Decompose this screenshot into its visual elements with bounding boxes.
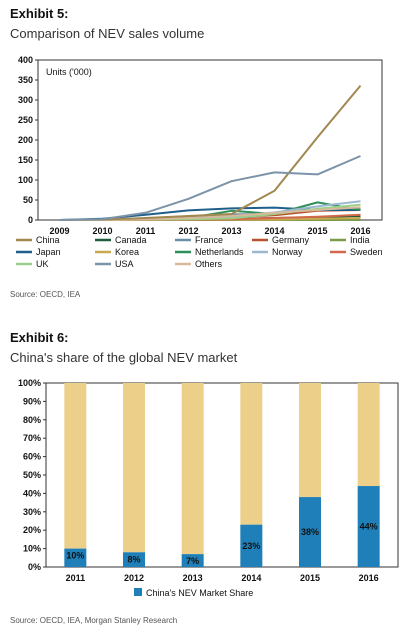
exhibit5-label: Exhibit 5: xyxy=(10,6,69,21)
bar-remainder xyxy=(181,383,204,555)
exhibit5-title: Comparison of NEV sales volume xyxy=(10,26,205,41)
data-label: 10% xyxy=(66,551,84,561)
legend-label-china: China xyxy=(36,235,60,245)
legend-label-sweden: Sweden xyxy=(350,247,383,257)
x-tick-label: 2014 xyxy=(264,226,284,236)
x-tick-label: 2009 xyxy=(49,226,69,236)
y-tick-label: 30% xyxy=(23,507,41,517)
y-tick-label: 250 xyxy=(18,115,33,125)
y-tick-label: 50 xyxy=(23,195,33,205)
legend-label-france: France xyxy=(195,235,223,245)
bar-china-share xyxy=(299,497,321,567)
x-tick-label: 2016 xyxy=(350,226,370,236)
legend-label-japan: Japan xyxy=(36,247,61,257)
y-tick-label: 150 xyxy=(18,155,33,165)
series-line-usa xyxy=(59,155,361,221)
data-label: 44% xyxy=(360,522,378,532)
x-tick-label: 2011 xyxy=(66,573,86,583)
legend-label-others: Others xyxy=(195,259,223,269)
bar-china-share xyxy=(123,552,145,567)
legend-label-uk: UK xyxy=(36,259,49,269)
y-tick-label: 50% xyxy=(23,470,41,480)
data-label: 8% xyxy=(127,554,140,564)
bar-remainder xyxy=(123,383,145,553)
exhibit6-source: Source: OECD, IEA, Morgan Stanley Resear… xyxy=(10,616,178,625)
bar-remainder xyxy=(64,383,87,549)
y-tick-label: 0% xyxy=(28,562,41,572)
y-tick-label: 300 xyxy=(18,95,33,105)
legend-label-china-share: China's NEV Market Share xyxy=(146,588,253,598)
legend-label-germany: Germany xyxy=(272,235,310,245)
y-tick-label: 60% xyxy=(23,452,41,462)
y-tick-label: 100 xyxy=(18,175,33,185)
y-tick-label: 350 xyxy=(18,75,33,85)
units-annotation: Units ('000) xyxy=(46,67,92,77)
legend-label-korea: Korea xyxy=(115,247,139,257)
bar-china-share xyxy=(357,486,380,567)
bar-remainder xyxy=(299,383,321,498)
y-tick-label: 70% xyxy=(23,433,41,443)
legend-label-usa: USA xyxy=(115,259,134,269)
x-tick-label: 2012 xyxy=(178,226,198,236)
y-tick-label: 40% xyxy=(23,488,41,498)
legend-swatch-china-share xyxy=(134,588,142,596)
bar-remainder xyxy=(240,383,263,525)
y-tick-label: 400 xyxy=(18,55,33,65)
bar-chart: 0% 10% 20% 30% 40% 50% 60% 70% 80% 90% 100% 10% 2011… xyxy=(18,378,399,598)
y-tick-label: 20% xyxy=(23,525,41,535)
y-tick-label: 90% xyxy=(23,396,41,406)
y-tick-label: 100% xyxy=(18,378,41,388)
data-label: 38% xyxy=(301,527,319,537)
x-tick-label: 2012 xyxy=(124,573,144,583)
x-tick-label: 2014 xyxy=(241,573,261,583)
bar-china-share xyxy=(181,554,204,567)
x-tick-label: 2015 xyxy=(307,226,327,236)
x-tick-label: 2010 xyxy=(92,226,112,236)
data-label: 7% xyxy=(186,556,199,566)
bar-remainder xyxy=(357,383,380,487)
exhibit6-label: Exhibit 6: xyxy=(10,330,69,345)
line-chart: 0 50 100 150 200 250 300 350 400 2009 2010 2011 2012… xyxy=(16,55,383,269)
y-tick-label: 0 xyxy=(28,215,33,225)
x-tick-label: 2016 xyxy=(359,573,379,583)
exhibit6-title: China's share of the global NEV market xyxy=(10,350,238,365)
x-tick-label: 2015 xyxy=(300,573,320,583)
y-tick-label: 200 xyxy=(18,135,33,145)
y-tick-label: 80% xyxy=(23,415,41,425)
bar-china-share xyxy=(64,548,87,567)
bar-china-share xyxy=(240,524,263,567)
legend-label-norway: Norway xyxy=(272,247,303,257)
x-tick-label: 2011 xyxy=(136,226,156,236)
plot-area xyxy=(37,59,383,221)
x-tick-label: 2013 xyxy=(221,226,241,236)
y-tick-label: 10% xyxy=(23,544,41,554)
legend-label-india: India xyxy=(350,235,370,245)
exhibit5-source: Source: OECD, IEA xyxy=(10,290,81,299)
legend-label-canada: Canada xyxy=(115,235,147,245)
plot-area xyxy=(45,382,399,568)
legend-label-netherlands: Netherlands xyxy=(195,247,244,257)
data-label: 23% xyxy=(242,541,260,551)
series-line-china xyxy=(59,84,362,221)
x-tick-label: 2013 xyxy=(183,573,203,583)
